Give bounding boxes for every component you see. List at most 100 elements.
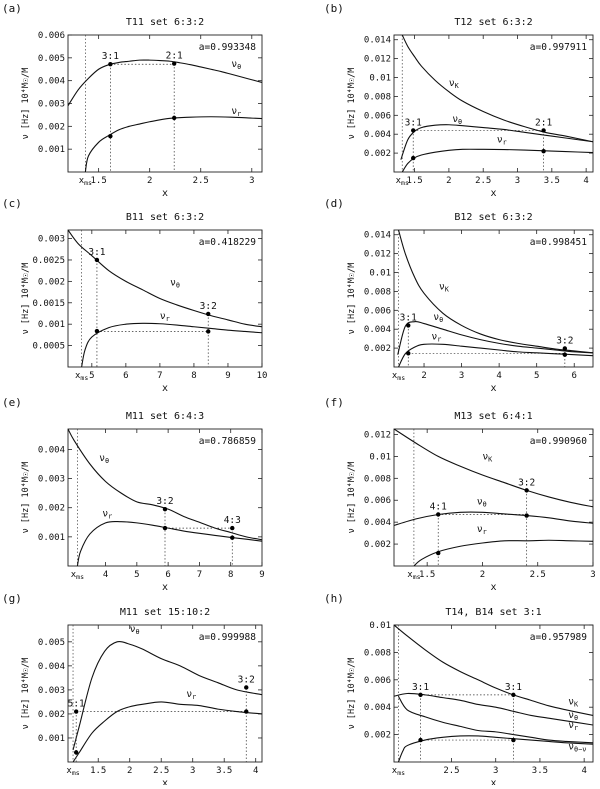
x-tick-label: 7 — [197, 570, 202, 580]
series-label: νK — [449, 78, 460, 90]
resonance-point — [406, 323, 411, 328]
resonance-point — [73, 709, 79, 714]
resonance-label: 2:1 — [166, 51, 183, 62]
spin-label: a=0.997911 — [530, 42, 587, 53]
series-line- — [68, 429, 262, 541]
plot-frame — [67, 624, 263, 763]
panel-label: (a) — [2, 2, 22, 15]
y-tick-label: 0.014 — [364, 231, 391, 241]
y-tick-label: 0.002 — [38, 122, 65, 132]
series-group — [72, 640, 262, 762]
resonance-label: 3:2 — [156, 496, 173, 507]
x-tick-label: 2.5 — [475, 176, 491, 186]
y-tick-label: 0.006 — [38, 31, 65, 41]
series-label: νθ — [477, 497, 487, 509]
series-line-r — [398, 343, 593, 367]
chart-panel: (b) T12 set 6:3:2 1.5 2 2.5 3 3.5 4 0.002 0.004 0.… — [324, 2, 594, 199]
x-axis-label: x — [490, 778, 496, 785]
y-axis-label: ν [Hz] 10⁴M☉/M — [21, 263, 31, 335]
series-label: νr — [432, 332, 442, 344]
x-tick-label: 3.5 — [544, 176, 560, 186]
series-group — [68, 429, 262, 566]
x-tick-label: 3 — [459, 371, 464, 381]
y-tick-label: 0.001 — [38, 734, 65, 744]
plot-frame — [393, 428, 594, 567]
series-group — [394, 625, 593, 762]
panel-label: (c) — [2, 197, 22, 210]
spin-label: a=0.999988 — [199, 632, 256, 643]
resonance-label: 3:1 — [412, 682, 429, 693]
resonance-label: 5:1 — [68, 699, 85, 710]
chart-title: T12 set 6:3:2 — [454, 17, 532, 28]
chart-panel: (h) T14, B14 set 3:1 2.5 3 3.5 4 0.002 0.004 0.0… — [324, 592, 594, 789]
x-axis-label: x — [490, 582, 496, 593]
x-tick-label: 6 — [572, 371, 577, 381]
resonance-label: 4:1 — [430, 501, 447, 512]
spin-label: a=0.957989 — [530, 632, 587, 643]
y-tick-label: 0.0015 — [32, 299, 65, 309]
resonance-label: 3:2 — [518, 477, 535, 488]
series-label: νK — [568, 696, 579, 708]
x-tick-label: 4 — [496, 371, 501, 381]
x-tick-label: 2 — [446, 176, 451, 186]
resonance-point — [230, 535, 235, 540]
x-tick-label: 4 — [581, 766, 586, 776]
x-tick-label: 9 — [259, 570, 264, 580]
y-tick-label: 0.002 — [38, 504, 65, 514]
y-tick-label: 0.01 — [369, 452, 391, 462]
series-line- — [68, 230, 262, 328]
series-label: νθ — [130, 624, 140, 636]
resonance-point — [244, 685, 249, 690]
x-tick-label: 1.5 — [90, 766, 106, 776]
resonance-label: 3:2 — [556, 335, 573, 346]
x-tick-label: 6 — [165, 570, 170, 580]
plot-frame — [393, 229, 594, 368]
series-line-k — [401, 35, 593, 143]
resonance-point — [94, 328, 100, 334]
series-label: νθ — [170, 278, 180, 290]
y-tick-label: 0.01 — [369, 74, 391, 84]
y-tick-label: 0.001 — [38, 320, 65, 330]
x-tick-label: 3 — [590, 570, 595, 580]
resonance-point — [511, 692, 516, 698]
x-tick-label: 5 — [534, 371, 539, 381]
y-tick-label: 0.004 — [364, 518, 391, 528]
series-group — [68, 59, 262, 172]
x-axis-label: x — [162, 188, 168, 199]
resonance-label: 3:2 — [238, 674, 255, 685]
resonance-label: 2:1 — [535, 117, 552, 128]
series-label: νr — [160, 311, 170, 323]
y-axis-label: ν [Hz] 10⁴M☉/M — [347, 263, 357, 335]
y-tick-label: 0.004 — [364, 703, 391, 713]
y-tick-label: 0.012 — [364, 250, 391, 260]
panel-label: (e) — [2, 396, 22, 409]
resonance-point — [94, 257, 100, 263]
resonance-point — [418, 737, 423, 743]
resonance-point — [108, 62, 113, 67]
chart-title: B12 set 6:3:2 — [454, 212, 532, 223]
y-tick-label: 0.003 — [38, 686, 65, 696]
resonance-point — [562, 352, 568, 357]
y-axis-label: ν [Hz] 10⁴M☉/M — [21, 462, 31, 534]
resonance-point — [244, 709, 249, 714]
y-tick-label: 0.006 — [364, 496, 391, 506]
x-axis-label: x — [490, 383, 496, 394]
chart-panel: (a) T11 set 6:3:2 1.5 2 2.5 3 0.001 0.002 0.003 0… — [2, 2, 263, 199]
series-label: νθ — [231, 59, 241, 71]
series-line-r — [401, 148, 593, 172]
panel-label: (f) — [324, 396, 344, 409]
chart-title: M13 set 6:4:1 — [454, 411, 532, 422]
series-line-r — [84, 116, 262, 172]
series-line- — [394, 511, 593, 526]
y-tick-label: 0.01 — [369, 621, 391, 631]
resonance-point — [230, 525, 235, 531]
y-tick-label: 0.003 — [38, 235, 65, 245]
x-axis-label: x — [162, 383, 168, 394]
resonance-point — [411, 155, 416, 161]
series-group — [397, 230, 593, 367]
spin-label: a=0.786859 — [199, 436, 256, 447]
y-tick-label: 0.0005 — [32, 342, 65, 352]
resonance-point — [206, 311, 211, 317]
series-line-k — [394, 429, 593, 508]
resonance-point — [541, 149, 546, 154]
